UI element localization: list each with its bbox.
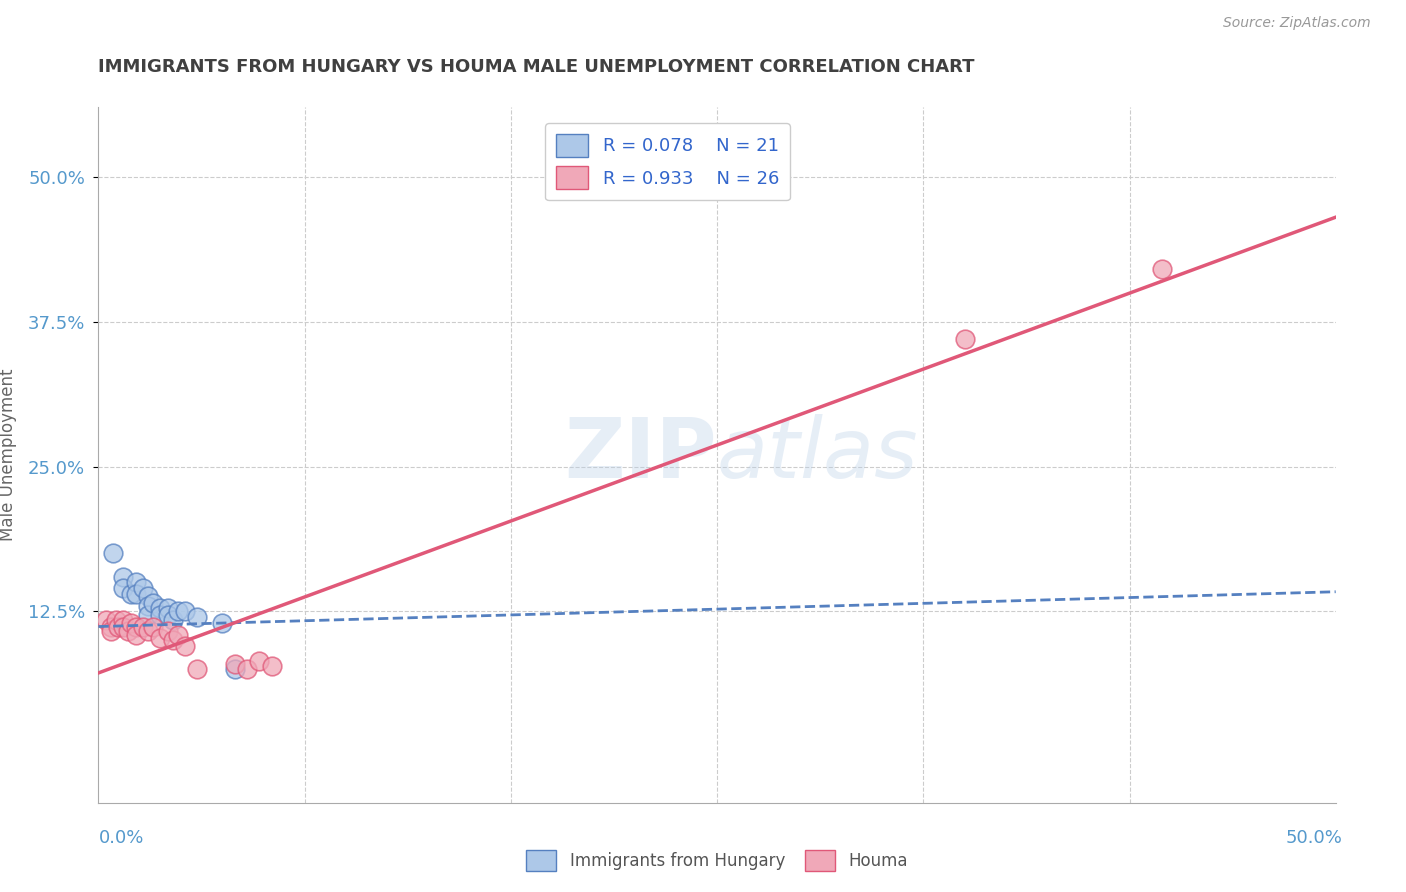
Point <box>224 657 246 671</box>
Point <box>166 628 188 642</box>
Point <box>120 615 142 630</box>
Point <box>124 587 146 601</box>
Point <box>149 607 172 622</box>
Point <box>149 601 172 615</box>
Text: Source: ZipAtlas.com: Source: ZipAtlas.com <box>1223 16 1371 29</box>
Point <box>149 631 172 645</box>
Point <box>142 596 165 610</box>
Point <box>112 613 135 627</box>
Point <box>156 624 179 639</box>
Point <box>120 587 142 601</box>
Point <box>136 599 159 613</box>
Point <box>100 619 122 633</box>
Point <box>260 659 283 673</box>
Point <box>224 662 246 677</box>
Text: 0.0%: 0.0% <box>98 829 143 847</box>
Point <box>174 639 197 653</box>
Point <box>236 662 259 677</box>
Point <box>124 628 146 642</box>
Legend: Immigrants from Hungary, Houma: Immigrants from Hungary, Houma <box>520 843 914 878</box>
Point <box>186 610 208 624</box>
Point <box>103 546 125 561</box>
Point <box>186 662 208 677</box>
Point <box>124 575 146 590</box>
Point <box>174 605 197 619</box>
Point <box>953 332 976 346</box>
Point <box>136 590 159 604</box>
Text: IMMIGRANTS FROM HUNGARY VS HOUMA MALE UNEMPLOYMENT CORRELATION CHART: IMMIGRANTS FROM HUNGARY VS HOUMA MALE UN… <box>98 58 974 76</box>
Point <box>112 570 135 584</box>
Point <box>94 613 117 627</box>
Text: atlas: atlas <box>717 415 918 495</box>
Point <box>247 654 270 668</box>
Point <box>100 624 122 639</box>
Point <box>124 619 146 633</box>
Point <box>112 619 135 633</box>
Point <box>117 624 139 639</box>
Point <box>1152 262 1174 277</box>
Point <box>156 601 179 615</box>
Y-axis label: Male Unemployment: Male Unemployment <box>0 368 17 541</box>
Text: ZIP: ZIP <box>565 415 717 495</box>
Point <box>104 613 127 627</box>
Point <box>136 624 159 639</box>
Text: 50.0%: 50.0% <box>1286 829 1343 847</box>
Point <box>211 615 233 630</box>
Point <box>112 582 135 596</box>
Point <box>162 613 184 627</box>
Point <box>132 619 155 633</box>
Point <box>166 605 188 619</box>
Point <box>136 607 159 622</box>
Point <box>107 619 129 633</box>
Point <box>162 633 184 648</box>
Point <box>142 619 165 633</box>
Point <box>156 607 179 622</box>
Point <box>132 582 155 596</box>
